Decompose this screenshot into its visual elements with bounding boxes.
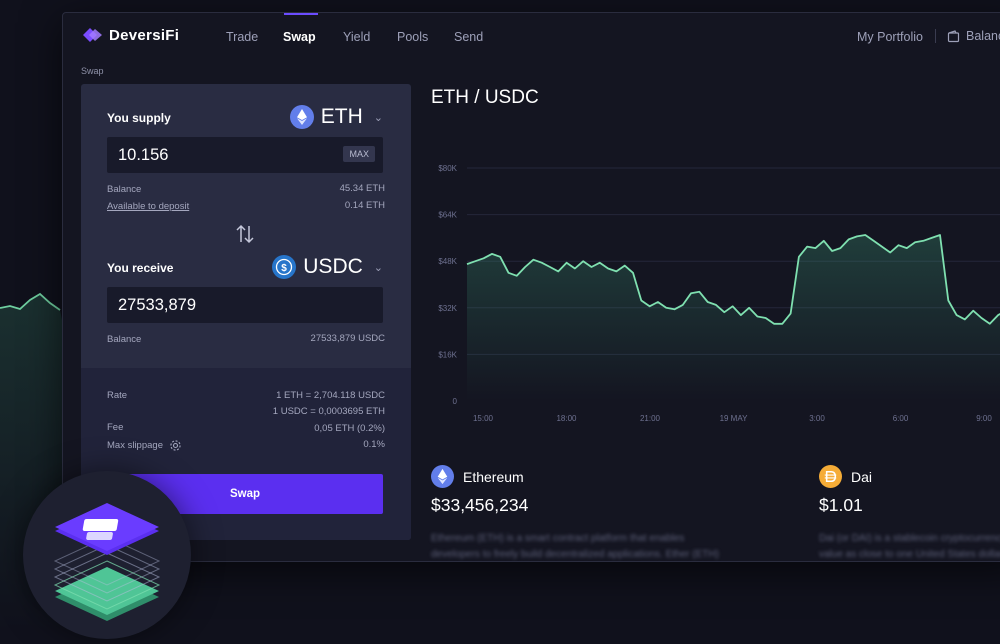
wallet-icon (947, 29, 960, 42)
coin-price-ethereum: $33,456,234 (431, 495, 529, 515)
fee-value: 0,05 ETH (0.2%) (314, 423, 385, 434)
usdc-token-icon: $ (272, 255, 297, 279)
price-area (467, 235, 1000, 401)
max-slippage-row: Max slippage (107, 439, 182, 452)
nav-item-yield[interactable]: Yield (343, 30, 371, 44)
price-line (466, 234, 1000, 325)
chevron-down-icon: ⌄ (373, 111, 383, 124)
supply-amount-input[interactable] (118, 145, 318, 165)
layer-badge (23, 471, 191, 639)
eth-coin-icon (431, 465, 454, 488)
eth-token-icon (289, 105, 314, 129)
available-to-deposit-value: 0.14 ETH (344, 200, 385, 211)
dai-coin-icon (819, 465, 842, 488)
swap-panel: You supply ETH ⌄ MAX Balance 45.34 ETH A… (81, 84, 411, 540)
coin-description-ethereum: Ethereum (ETH) is a smart contract platf… (431, 531, 761, 561)
x-tick-label: 15:00 (473, 414, 494, 423)
deversifi-logo-icon (83, 28, 102, 42)
receive-token-selector[interactable]: $ USDC ⌄ (272, 255, 383, 279)
nav-item-pools[interactable]: Pools (397, 30, 429, 44)
gear-icon[interactable] (169, 439, 182, 452)
receive-amount-input[interactable] (118, 295, 318, 315)
coin-description-line: developers to freely build decentralized… (431, 549, 719, 560)
receive-balance-value: 27533,879 USDC (310, 333, 385, 344)
nav-item-swap[interactable]: Swap (283, 30, 316, 44)
receive-amount-field (107, 287, 383, 323)
pair-title: ETH / USDC (431, 87, 539, 108)
receive-label: You receive (107, 261, 174, 275)
coin-price-dai: $1.01 (819, 495, 863, 515)
svg-text:$: $ (281, 263, 287, 274)
y-tick-label: 0 (453, 397, 458, 406)
x-tick-label: 6:00 (893, 414, 909, 423)
y-tick-label: $64K (438, 211, 457, 220)
coin-name-ethereum: Ethereum (463, 468, 524, 485)
my-portfolio-link[interactable]: My Portfolio (857, 30, 923, 44)
x-tick-label: 21:00 (640, 414, 661, 423)
supply-label: You supply (107, 111, 171, 125)
nav-item-send[interactable]: Send (454, 30, 484, 44)
balance-nav-label: Balance (966, 29, 1000, 43)
balance-nav-link[interactable]: Balance (947, 29, 1000, 43)
supply-balance-label: Balance (107, 184, 142, 195)
x-tick-label: 9:00 (976, 414, 992, 423)
y-tick-label: $32K (438, 304, 457, 313)
breadcrumb: Swap (81, 66, 104, 76)
supply-amount-field: MAX (107, 137, 383, 173)
active-tab-indicator (284, 13, 318, 15)
app-window: DeversiFi Trade Swap Yield Pools Send My… (62, 12, 1000, 562)
y-tick-label: $16K (438, 350, 457, 359)
coin-description-line: value as close to one United States doll… (819, 549, 1000, 560)
supply-token-name: ETH (320, 105, 363, 128)
coin-description-line: Ethereum (ETH) is a smart contract platf… (431, 533, 685, 544)
y-tick-label: $80K (438, 164, 457, 173)
supply-balance-value: 45.34 ETH (339, 183, 385, 194)
coin-info-ethereum: Ethereum (431, 465, 524, 488)
fee-label: Fee (107, 422, 124, 433)
price-chart: $80K $64K $48K $32K $16K 0 15:00 18:00 21:00 19 M… (438, 164, 1000, 423)
y-tick-label: $48K (438, 257, 457, 266)
x-tick-label: 3:00 (809, 414, 825, 423)
max-slippage-value: 0.1% (363, 439, 385, 450)
nav-item-trade[interactable]: Trade (226, 30, 259, 44)
x-tick-label: 18:00 (556, 414, 577, 423)
coin-description-dai: Dai (or DAI) is a stablecoin cryptocurre… (819, 531, 1000, 561)
chevron-down-icon: ⌄ (373, 261, 383, 274)
coin-description-line: Dai (or DAI) is a stablecoin cryptocurre… (819, 533, 1000, 544)
supply-token-selector[interactable]: ETH ⌄ (289, 105, 383, 129)
background-chart-line (0, 292, 61, 311)
brand-name: DeversiFi (109, 26, 180, 44)
max-button[interactable]: MAX (343, 146, 375, 162)
receive-token-name: USDC (303, 255, 363, 278)
rate-value-eth: 1 ETH = 2,704.118 USDC (276, 390, 385, 401)
receive-balance-label: Balance (107, 334, 142, 345)
brand-logo[interactable]: DeversiFi (81, 26, 179, 44)
layers-icon (53, 503, 161, 621)
coin-info-dai: Dai (819, 465, 872, 488)
max-slippage-label: Max slippage (107, 440, 163, 451)
swap-direction-icon[interactable] (233, 223, 257, 245)
rate-label: Rate (107, 390, 128, 401)
x-tick-label: 19 MAY (720, 414, 749, 423)
nav-divider (935, 29, 936, 43)
top-navigation: DeversiFi Trade Swap Yield Pools Send My… (63, 13, 1000, 61)
available-to-deposit-link[interactable]: Available to deposit (107, 201, 190, 212)
rate-value-usdc: 1 USDC = 0,0003695 ETH (272, 406, 385, 417)
coin-name-dai: Dai (851, 468, 873, 485)
